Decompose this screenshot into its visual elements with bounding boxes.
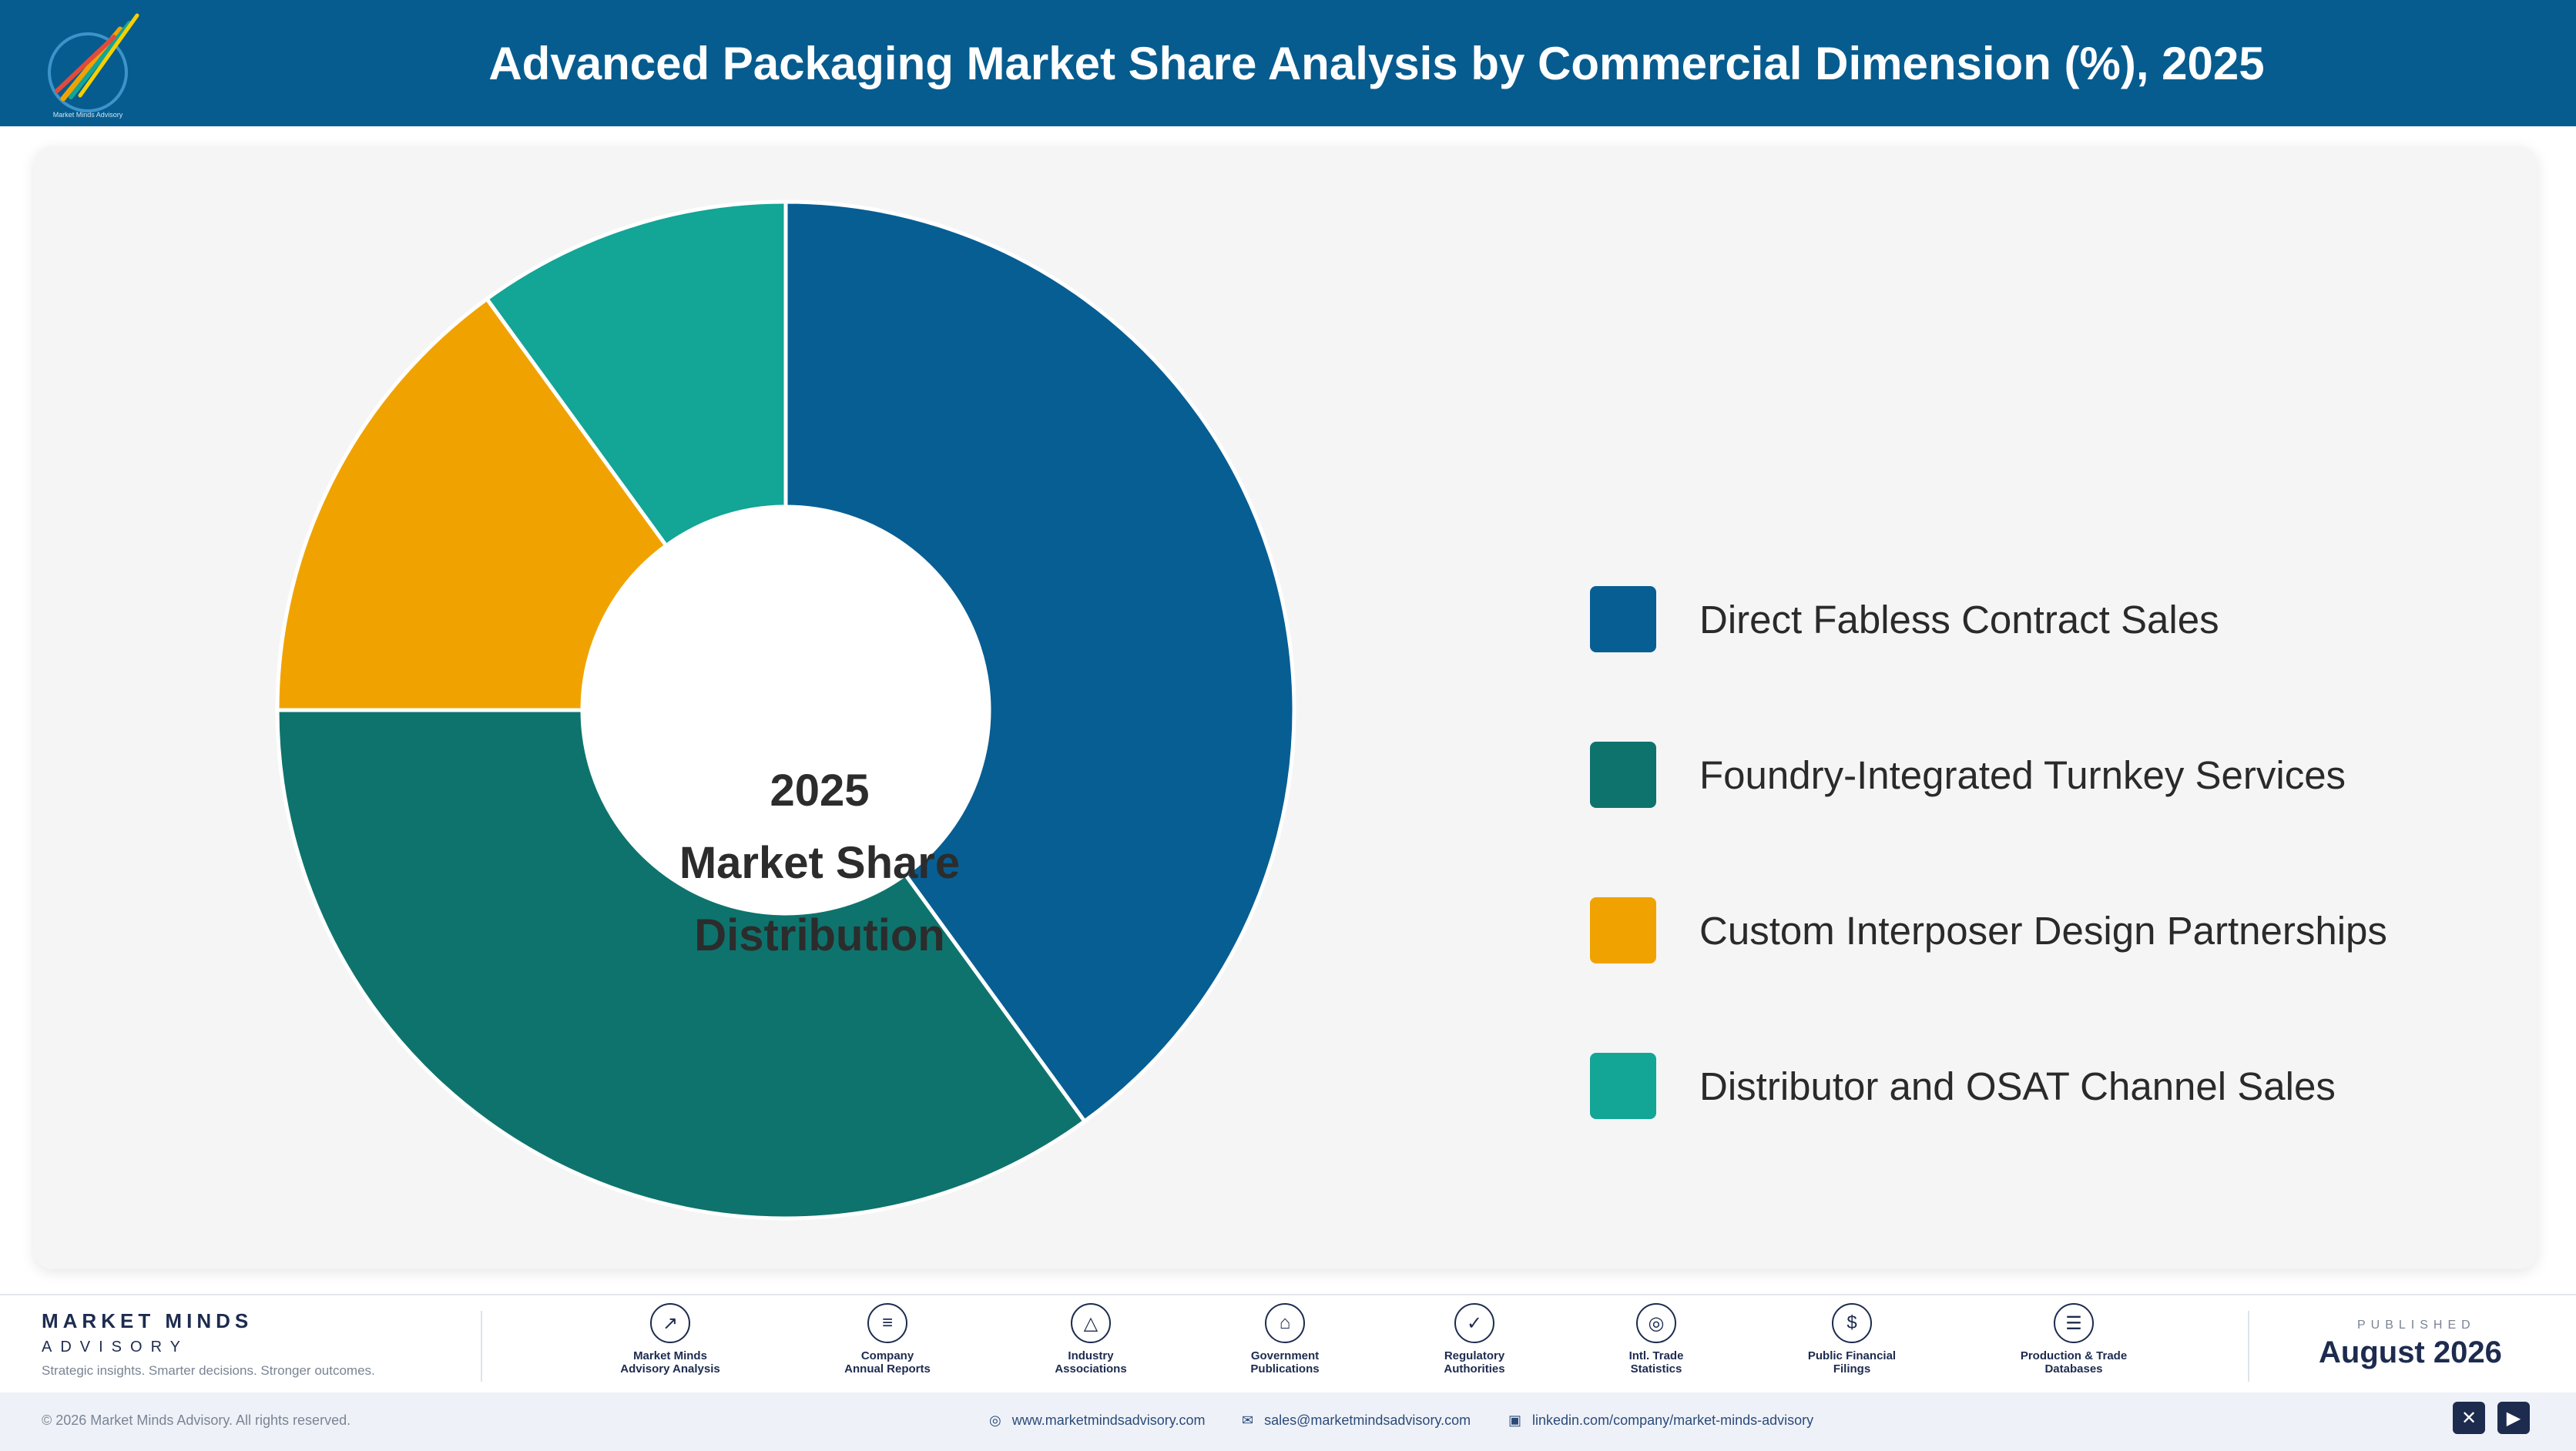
source-item: ☰ Production & Trade Databases [1997,1303,2151,1376]
database-icon: ☰ [2054,1303,2094,1343]
source-label-line2: Databases [2044,1362,2103,1376]
logo-text: Market Minds Advisory [53,111,123,119]
globe-icon: ◎ [989,1412,1001,1428]
source-label-line2: Annual Reports [844,1362,931,1376]
legend-item: Custom Interposer Design Partnerships [1590,896,2387,964]
linkedin-text[interactable]: linkedin.com/company/market-minds-adviso… [1532,1412,1814,1428]
source-label-line2: Advisory Analysis [620,1362,720,1376]
legend-label: Foundry-Integrated Turnkey Services [1699,752,2346,797]
source-item: ↗ Market Minds Advisory Analysis [593,1303,747,1376]
legend-swatch [1590,586,1656,652]
footer: MARKET MINDS ADVISORY Strategic insights… [0,1294,2576,1451]
source-item: △ Industry Associations [1014,1303,1168,1376]
center-label-line2: Market Share [679,838,961,888]
legend-label: Direct Fabless Contract Sales [1699,597,2219,642]
legend-item: Direct Fabless Contract Sales [1590,585,2219,653]
logo: Market Minds Advisory [48,13,139,119]
trend-icon: ↗ [650,1303,690,1343]
source-label-line1: Government [1250,1349,1320,1362]
dollar-icon: $ [1832,1303,1872,1343]
source-label-line1: Industry [1068,1349,1114,1362]
chart-card: 2025 Market Share Distribution Direct Fa… [34,146,2537,1269]
footer-brand-sub: ADVISORY [42,1339,189,1355]
shield-icon: ✓ [1454,1303,1494,1343]
copyright-text: © 2026 Market Minds Advisory. All rights… [42,1412,351,1428]
source-label-line1: Regulatory [1444,1349,1505,1362]
legend-swatch [1590,1053,1656,1119]
linkedin-link[interactable]: ▣ linkedin.com/company/market-minds-advi… [1508,1412,1813,1429]
source-item: ⌂ Government Publications [1208,1303,1362,1376]
globe-icon: ◎ [1636,1303,1676,1343]
document-icon: ≡ [867,1303,907,1343]
chart-center-label: 2025 Market Share Distribution [666,755,974,972]
source-label-line2: Statistics [1630,1362,1682,1376]
footer-bottom-bar: © 2026 Market Minds Advisory. All rights… [0,1392,2576,1451]
published-date: August 2026 [2319,1335,2502,1369]
center-label-line3: Distribution [694,910,945,960]
network-icon: △ [1071,1303,1111,1343]
footer-brand-name: MARKET MINDS [42,1309,253,1332]
source-label-line2: Publications [1250,1362,1320,1376]
footer-divider [481,1311,482,1382]
email-text[interactable]: sales@marketmindsadvisory.com [1264,1412,1471,1428]
source-label-line1: Intl. Trade [1628,1349,1684,1362]
mail-icon: ✉ [1242,1412,1254,1428]
footer-divider [2248,1311,2249,1382]
legend-item: Foundry-Integrated Turnkey Services [1590,741,2346,809]
source-label-line2: Associations [1055,1362,1127,1376]
source-label-line2: Authorities [1444,1362,1505,1376]
legend-label: Distributor and OSAT Channel Sales [1699,1064,2336,1108]
linkedin-icon: ▣ [1508,1412,1522,1428]
header-bar: Market Minds Advisory Advanced Packaging… [0,0,2576,126]
source-label-line2: Filings [1833,1362,1871,1376]
donut-chart [275,199,1296,1221]
footer-tagline: Strategic insights. Smarter decisions. S… [42,1363,375,1378]
center-label-year: 2025 [770,766,870,816]
published-label: PUBLISHED [2357,1319,2476,1332]
legend-swatch [1590,742,1656,808]
legend-swatch [1590,897,1656,963]
government-icon: ⌂ [1265,1303,1305,1343]
source-item: ◎ Intl. Trade Statistics [1579,1303,1733,1376]
page-title: Advanced Packaging Market Share Analysis… [488,37,2265,89]
website-text[interactable]: www.marketmindsadvisory.com [1011,1412,1206,1428]
youtube-social-icon[interactable]: ▶ [2497,1402,2530,1434]
source-item: ≡ Company Annual Reports [810,1303,964,1376]
source-label-line1: Market Minds [633,1349,707,1362]
email-link[interactable]: ✉ sales@marketmindsadvisory.com [1242,1412,1471,1429]
source-item: ✓ Regulatory Authorities [1397,1303,1551,1376]
legend-item: Distributor and OSAT Channel Sales [1590,1052,2336,1120]
legend-label: Custom Interposer Design Partnerships [1699,908,2387,953]
source-label-line1: Public Financial [1807,1349,1897,1362]
source-label-line1: Production & Trade [2020,1349,2128,1362]
donut-hole [582,507,989,913]
website-link[interactable]: ◎ www.marketmindsadvisory.com [989,1412,1205,1429]
source-label-line1: Company [860,1349,914,1362]
x-social-icon[interactable]: ✕ [2453,1402,2485,1434]
source-item: $ Public Financial Filings [1775,1303,1929,1376]
